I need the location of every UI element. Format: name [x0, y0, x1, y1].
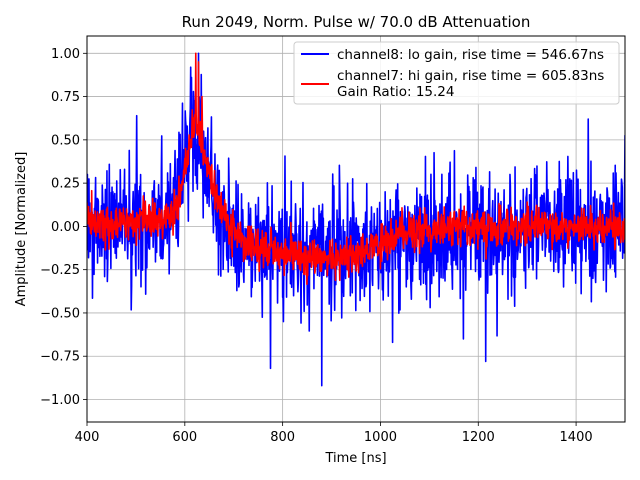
- y-tick-label: −0.25: [40, 263, 80, 278]
- x-tick-label: 1400: [560, 430, 593, 445]
- x-tick-label: 1200: [462, 430, 495, 445]
- y-axis-label: Amplitude [Normalized]: [14, 152, 29, 307]
- series-line-hi-gain: [87, 52, 625, 285]
- chart-title: Run 2049, Norm. Pulse w/ 70.0 dB Attenua…: [182, 13, 531, 31]
- y-tick-label: 0.25: [51, 177, 80, 192]
- plot-frame: [86, 35, 626, 423]
- series-layer: [87, 52, 625, 387]
- x-axis-label: Time [ns]: [324, 451, 386, 466]
- x-tick-label: 600: [172, 430, 197, 445]
- y-tick-label: 0.50: [51, 133, 80, 148]
- y-tick-label: −0.75: [40, 350, 80, 365]
- y-tick-label: 0.00: [51, 220, 80, 235]
- x-tick-label: 1000: [364, 430, 397, 445]
- ticks: 400 600 800 1000 1200 1400 1.00 0.75 0.50 0.25 0.0…: [40, 47, 592, 445]
- x-tick-label: 400: [75, 430, 100, 445]
- legend-gain-ratio: Gain Ratio: 15.24: [337, 84, 454, 100]
- y-tick-label: −0.50: [40, 306, 80, 321]
- legend-label-lo-gain: channel8: lo gain, rise time = 546.67ns: [337, 47, 604, 63]
- y-tick-label: −1.00: [40, 393, 80, 408]
- legend-box: [293, 41, 620, 105]
- legend: channel8: lo gain, rise time = 546.67ns …: [293, 41, 620, 105]
- legend-label-hi-gain: channel7: hi gain, rise time = 605.83ns: [337, 68, 604, 84]
- x-tick-label: 800: [270, 430, 295, 445]
- y-tick-label: 0.75: [51, 90, 80, 105]
- y-tick-label: 1.00: [51, 47, 80, 62]
